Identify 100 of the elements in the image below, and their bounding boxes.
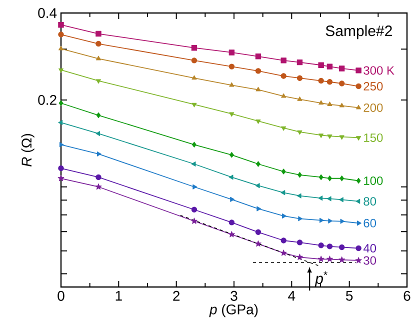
point bbox=[298, 216, 303, 222]
point bbox=[228, 64, 235, 70]
x-tick-label: 5 bbox=[346, 290, 353, 301]
point bbox=[339, 102, 344, 108]
series-label: 60 bbox=[364, 218, 376, 228]
point bbox=[191, 58, 198, 64]
point bbox=[96, 79, 101, 84]
point bbox=[191, 161, 196, 166]
point bbox=[228, 231, 235, 238]
point bbox=[281, 126, 286, 131]
point bbox=[229, 152, 234, 158]
point bbox=[190, 218, 198, 224]
point bbox=[356, 68, 362, 74]
point bbox=[58, 120, 63, 126]
point bbox=[281, 168, 286, 174]
series-label: 80 bbox=[364, 197, 376, 206]
series-label: 30 bbox=[364, 256, 376, 265]
y-tick-label: 0.2 bbox=[38, 94, 56, 105]
annotation: p$^{*}$ bbox=[314, 271, 328, 287]
series-label: 200 bbox=[364, 103, 383, 112]
point bbox=[356, 245, 362, 252]
point bbox=[318, 134, 324, 138]
point bbox=[255, 229, 262, 235]
point bbox=[192, 75, 197, 80]
point bbox=[256, 206, 262, 212]
point bbox=[298, 172, 302, 178]
point bbox=[280, 250, 287, 256]
point bbox=[256, 86, 261, 92]
point bbox=[328, 218, 333, 224]
point bbox=[95, 183, 102, 190]
point bbox=[296, 254, 303, 260]
point bbox=[357, 220, 362, 226]
point bbox=[296, 59, 303, 66]
x-tick-label: 0 bbox=[58, 290, 64, 301]
series-label: 150 bbox=[364, 133, 383, 142]
point bbox=[96, 112, 101, 118]
point bbox=[58, 165, 64, 172]
point bbox=[229, 82, 234, 87]
point bbox=[326, 256, 333, 262]
point bbox=[318, 174, 324, 180]
point bbox=[228, 174, 234, 180]
x-tick-label: 4 bbox=[288, 290, 296, 301]
point bbox=[59, 142, 64, 148]
point bbox=[96, 30, 102, 37]
point bbox=[255, 183, 260, 188]
series-label: 300 K bbox=[364, 66, 394, 75]
point bbox=[338, 256, 346, 263]
point bbox=[338, 80, 345, 86]
point bbox=[297, 130, 302, 135]
point bbox=[280, 58, 286, 64]
point bbox=[228, 220, 235, 226]
point bbox=[96, 174, 102, 180]
point bbox=[296, 193, 302, 198]
point bbox=[327, 134, 332, 139]
point bbox=[328, 176, 332, 182]
point bbox=[338, 244, 345, 250]
point bbox=[191, 44, 198, 51]
point bbox=[356, 104, 362, 110]
series-label: 40 bbox=[363, 244, 376, 252]
point bbox=[326, 64, 333, 70]
point bbox=[96, 56, 101, 60]
point bbox=[318, 196, 323, 201]
point bbox=[58, 32, 64, 38]
x-tick-label: 6 bbox=[404, 290, 410, 301]
point bbox=[255, 54, 262, 60]
point bbox=[230, 196, 235, 202]
point bbox=[96, 40, 102, 47]
point bbox=[355, 257, 362, 264]
x-tick-label: 2 bbox=[173, 290, 180, 301]
series-label: 100 bbox=[364, 176, 383, 185]
point bbox=[296, 240, 303, 246]
point bbox=[282, 213, 286, 218]
point bbox=[340, 218, 345, 224]
point bbox=[320, 218, 324, 223]
point bbox=[280, 238, 286, 244]
point bbox=[318, 62, 324, 68]
point bbox=[58, 68, 64, 73]
point bbox=[280, 73, 286, 79]
point bbox=[96, 131, 100, 136]
point bbox=[338, 197, 344, 202]
point bbox=[192, 184, 198, 190]
point bbox=[255, 68, 262, 74]
point bbox=[256, 161, 260, 167]
point bbox=[192, 102, 197, 108]
y-tick-label: 0.4 bbox=[38, 8, 57, 18]
point bbox=[228, 50, 235, 56]
point bbox=[318, 242, 324, 248]
point bbox=[280, 190, 286, 196]
point bbox=[229, 112, 234, 117]
point bbox=[256, 120, 261, 124]
point bbox=[58, 46, 64, 50]
y-axis-title: R (Ω) bbox=[21, 134, 34, 166]
series-label: 250 bbox=[364, 82, 383, 91]
point bbox=[58, 100, 64, 106]
point bbox=[356, 198, 360, 204]
point bbox=[340, 176, 344, 182]
point bbox=[58, 175, 64, 182]
point bbox=[318, 256, 324, 262]
point bbox=[191, 206, 198, 212]
x-tick-label: 1 bbox=[116, 290, 122, 301]
